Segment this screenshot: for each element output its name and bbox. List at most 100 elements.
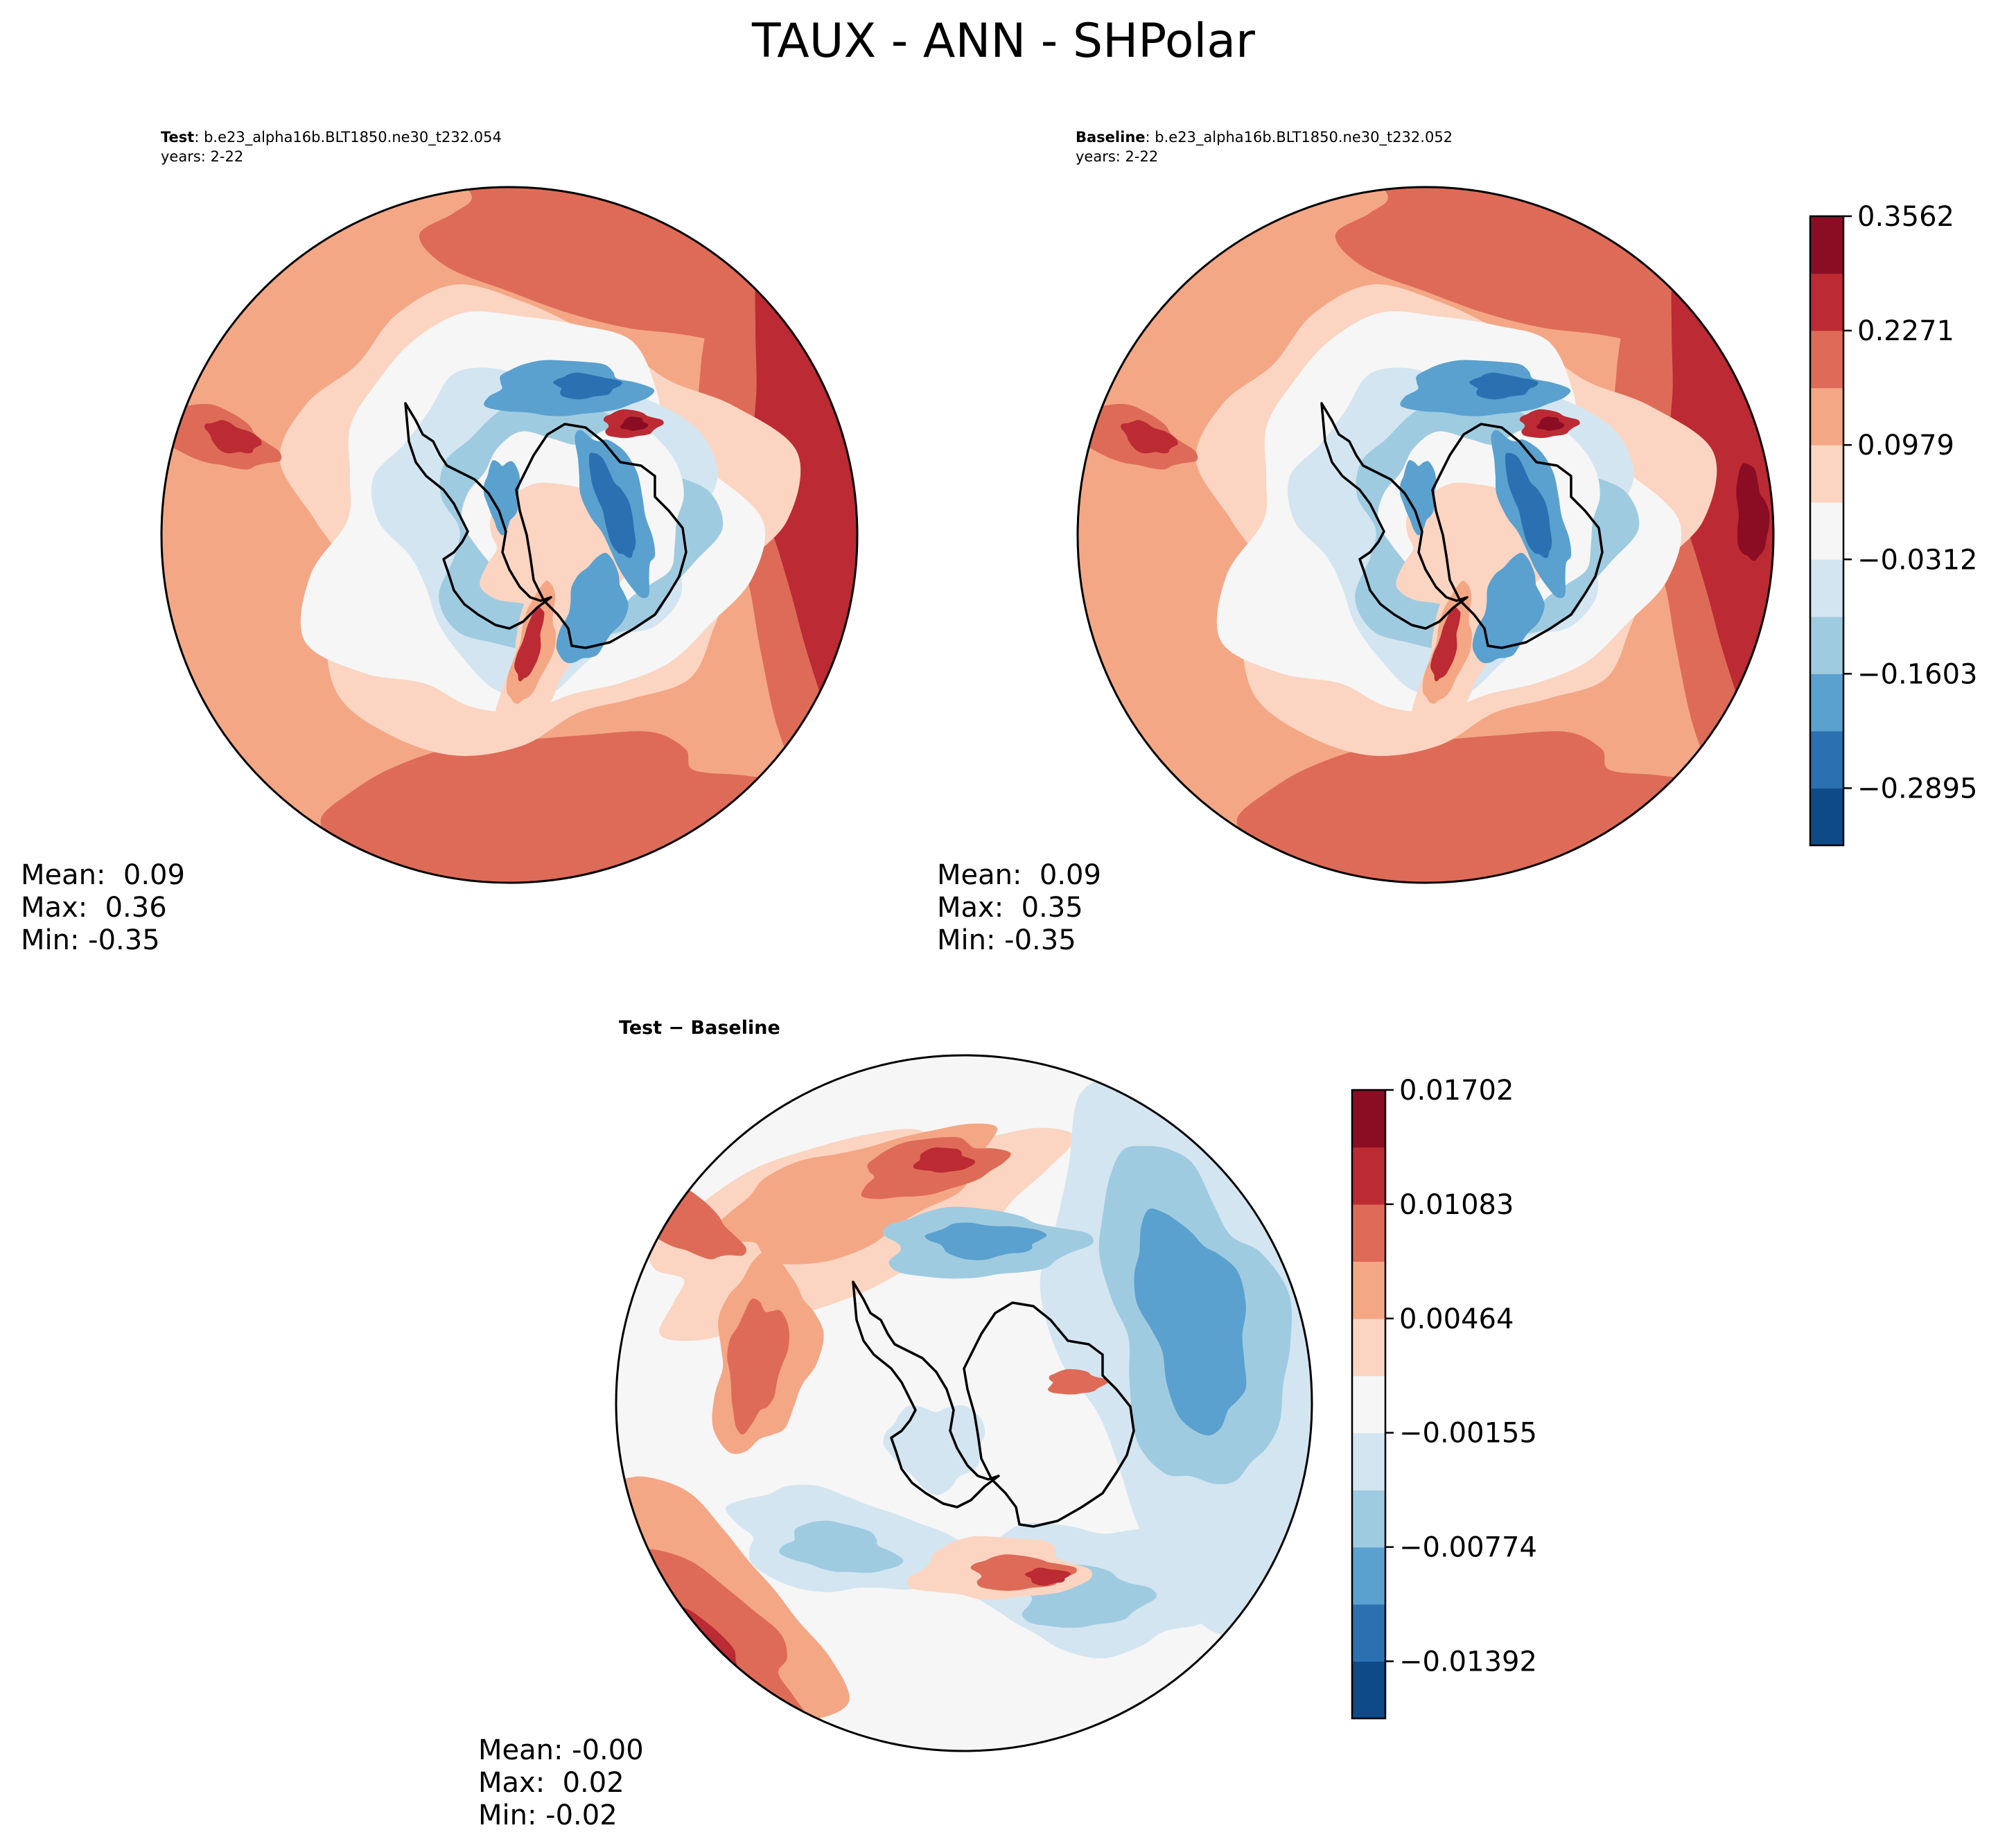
- map-field: [616, 1055, 1312, 1751]
- test-label: Test: [161, 129, 195, 146]
- contour-region: [913, 1147, 976, 1173]
- colorbar-tick-label: 0.01083: [1399, 1189, 1514, 1221]
- contour-region: [588, 452, 636, 558]
- diff-subtitle: Test − Baseline: [619, 1019, 780, 1038]
- colorbar-segment: [1352, 1604, 1385, 1662]
- baseline-label: Baseline: [1076, 129, 1146, 146]
- contour-region: [1536, 416, 1565, 431]
- baseline-stats: Mean: 0.09 Max: 0.35 Min: -0.35: [937, 859, 1101, 957]
- baseline-case: : b.e23_alpha16b.BLT1850.ne30_t232.052: [1145, 129, 1453, 146]
- colorbar-tick-label: −0.00774: [1399, 1532, 1537, 1564]
- colorbar-difference: −0.01392 −0.00774 −0.00155 0.00464 0.01083 0.…: [1351, 1075, 1537, 1720]
- coastline: [963, 1301, 1135, 1528]
- baseline-years: years: 2-22: [1076, 148, 1159, 165]
- contour-region: [1505, 452, 1552, 558]
- map-field: [161, 187, 857, 883]
- test-subtitle: Test: b.e23_alpha16b.BLT1850.ne30_t232.0…: [161, 127, 502, 166]
- diff-stats: Mean: -0.00 Max: 0.02 Min: -0.02: [478, 1734, 644, 1832]
- colorbar-segment: [1810, 273, 1843, 331]
- colorbar-segment: [1352, 1432, 1385, 1490]
- colorbar-tick-label: 0.01702: [1399, 1075, 1514, 1107]
- map-boundary: [160, 186, 859, 884]
- map-boundary: [615, 1054, 1313, 1752]
- contour-region: [620, 416, 649, 431]
- contour-region: [552, 372, 622, 400]
- contour-region: [556, 552, 629, 663]
- coastline: [852, 1281, 1000, 1508]
- test-years: years: 2-22: [161, 148, 244, 165]
- colorbar-segment: [1352, 1547, 1385, 1605]
- contour-region: [204, 420, 262, 454]
- colorbar-segment: [1352, 1147, 1385, 1205]
- test-min: Min: -0.35: [21, 924, 160, 956]
- colorbar-frame: [1351, 1089, 1387, 1720]
- test-stats: Mean: 0.09 Max: 0.36 Min: -0.35: [21, 859, 185, 957]
- coastline: [404, 402, 552, 630]
- page-title: TAUX - ANN - SHPolar: [752, 14, 1255, 69]
- contour-region: [779, 1520, 904, 1573]
- diff-mean: Mean: -0.00: [478, 1734, 644, 1766]
- colorbar-tick-label: 0.3562: [1857, 201, 1954, 233]
- contour-region: [1399, 459, 1437, 536]
- contour-region: [1024, 1567, 1071, 1586]
- colorbar-tick-label: 0.2271: [1857, 315, 1954, 347]
- coastline: [1431, 423, 1604, 649]
- contour-region: [1472, 552, 1545, 663]
- contour-region: [1047, 1369, 1109, 1395]
- colorbar-segment: [1810, 502, 1843, 560]
- contour-region: [1469, 372, 1539, 400]
- contour-region: [1430, 606, 1461, 682]
- diff-min: Min: -0.02: [478, 1799, 617, 1831]
- baseline-mean: Mean: 0.09: [937, 859, 1101, 891]
- colorbar-tick-label: 0.00464: [1399, 1303, 1514, 1335]
- coastline: [1320, 402, 1469, 630]
- contour-region: [1736, 463, 1770, 561]
- map-boundary: [1076, 186, 1775, 884]
- colorbar-main: −0.2895 −0.1603 −0.0312 0.0979 0.2271 0.3562: [1809, 201, 1977, 847]
- coastline: [515, 423, 687, 649]
- colorbar-segment: [1810, 445, 1843, 503]
- colorbar-tick-label: −0.0312: [1857, 544, 1977, 576]
- colorbar-tick-label: −0.2895: [1857, 773, 1977, 804]
- contour-region: [1121, 420, 1178, 454]
- colorbar-segment: [1352, 1661, 1385, 1719]
- map-field: [1078, 187, 1773, 883]
- colorbar-segment: [1810, 559, 1843, 617]
- contour-region: [483, 459, 520, 536]
- colorbar-frame: [1809, 215, 1845, 847]
- colorbar-tick-label: 0.0979: [1857, 430, 1954, 461]
- colorbar-tick-label: −0.00155: [1399, 1418, 1537, 1450]
- baseline-max: Max: 0.35: [937, 892, 1083, 924]
- diff-label: Test − Baseline: [619, 1017, 780, 1039]
- baseline-subtitle: Baseline: b.e23_alpha16b.BLT1850.ne30_t2…: [1076, 127, 1453, 166]
- contour-region: [1134, 1208, 1247, 1436]
- test-map: [160, 186, 859, 884]
- colorbar-tick-label: −0.1603: [1857, 658, 1977, 690]
- contour-region: [924, 1222, 1047, 1260]
- contour-region: [514, 606, 545, 682]
- colorbar-segment: [1810, 616, 1843, 674]
- test-mean: Mean: 0.09: [21, 859, 185, 891]
- colorbar-segment: [1352, 1318, 1385, 1376]
- colorbar-segment: [1810, 216, 1843, 274]
- baseline-map: [1076, 186, 1775, 884]
- colorbar-segment: [1352, 1375, 1385, 1434]
- baseline-min: Min: -0.35: [937, 924, 1076, 956]
- colorbar-tick-label: −0.01392: [1399, 1646, 1537, 1678]
- colorbar-segment: [1352, 1490, 1385, 1548]
- colorbar-segment: [1352, 1090, 1385, 1148]
- colorbar-segment: [1352, 1261, 1385, 1319]
- test-max: Max: 0.36: [21, 892, 167, 924]
- test-case: : b.e23_alpha16b.BLT1850.ne30_t232.054: [194, 129, 502, 146]
- contour-region: [727, 1299, 789, 1435]
- contour-region: [883, 1405, 985, 1495]
- colorbar-segment: [1810, 387, 1843, 446]
- diff-max: Max: 0.02: [478, 1767, 624, 1799]
- difference-map: [615, 1054, 1313, 1752]
- colorbar-segment: [1810, 730, 1843, 789]
- colorbar-segment: [1810, 331, 1843, 389]
- colorbar-segment: [1810, 674, 1843, 732]
- colorbar-segment: [1810, 788, 1843, 846]
- colorbar-segment: [1352, 1204, 1385, 1262]
